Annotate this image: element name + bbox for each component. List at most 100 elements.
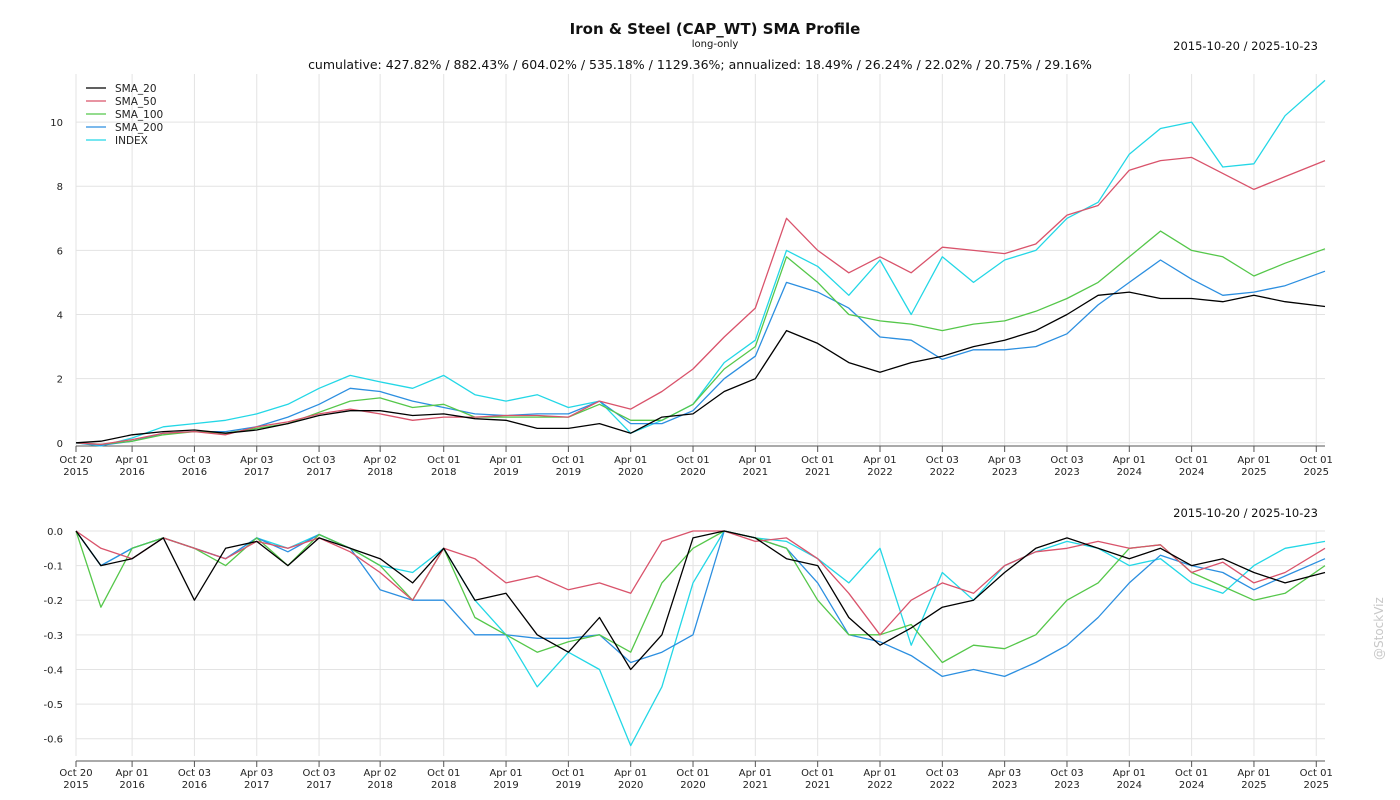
x-tick-year: 2025 xyxy=(1241,780,1266,791)
x-tick-label: Apr 01 xyxy=(863,768,896,779)
y-tick-label: 2 xyxy=(57,375,63,386)
x-tick-label: Apr 01 xyxy=(115,768,148,779)
x-tick-year: 2018 xyxy=(431,780,456,791)
legend-label: SMA_50 xyxy=(115,96,157,108)
x-tick-year: 2018 xyxy=(367,467,392,478)
x-tick-year: 2025 xyxy=(1304,467,1329,478)
x-tick-label: Oct 20 xyxy=(59,768,92,779)
x-tick-label: Oct 20 xyxy=(59,455,92,466)
series-line-sma-20 xyxy=(75,530,1326,671)
x-tick-label: Apr 01 xyxy=(1237,768,1270,779)
chart-subtitle: long-only xyxy=(691,39,739,50)
x-tick-year: 2025 xyxy=(1304,780,1329,791)
x-tick-label: Apr 03 xyxy=(240,768,273,779)
series-line-sma-100 xyxy=(75,530,1326,664)
series-line-sma-50 xyxy=(75,530,1326,636)
series-line-sma-20 xyxy=(75,291,1326,444)
date-range-bottom: 2015-10-20 / 2025-10-23 xyxy=(1173,506,1318,520)
x-tick-year: 2019 xyxy=(493,467,518,478)
performance-stats: cumulative: 427.82% / 882.43% / 604.02% … xyxy=(308,57,1092,72)
x-tick-year: 2016 xyxy=(119,780,144,791)
x-tick-year: 2019 xyxy=(493,780,518,791)
chart-title: Iron & Steel (CAP_WT) SMA Profile xyxy=(569,20,861,38)
x-tick-year: 2023 xyxy=(992,780,1017,791)
x-tick-year: 2020 xyxy=(680,780,705,791)
x-tick-label: Oct 03 xyxy=(926,768,959,779)
x-tick-label: Oct 01 xyxy=(427,768,460,779)
x-tick-year: 2024 xyxy=(1179,780,1204,791)
date-range-top: 2015-10-20 / 2025-10-23 xyxy=(1173,39,1318,53)
y-tick-label: 10 xyxy=(50,118,63,129)
y-tick-label: -0.1 xyxy=(43,562,63,573)
x-tick-label: Oct 01 xyxy=(552,455,585,466)
x-tick-year: 2019 xyxy=(556,780,581,791)
x-tick-label: Oct 03 xyxy=(302,768,335,779)
legend-label: SMA_200 xyxy=(115,122,163,134)
x-tick-year: 2022 xyxy=(930,780,955,791)
x-tick-year: 2021 xyxy=(805,780,830,791)
legend-label: SMA_20 xyxy=(115,83,157,95)
x-tick-year: 2021 xyxy=(805,467,830,478)
x-tick-label: Oct 01 xyxy=(801,455,834,466)
y-tick-label: -0.3 xyxy=(43,631,63,642)
x-tick-label: Apr 02 xyxy=(364,768,397,779)
x-tick-label: Oct 03 xyxy=(1050,455,1083,466)
x-tick-label: Oct 03 xyxy=(178,768,211,779)
x-tick-label: Oct 01 xyxy=(1175,455,1208,466)
series-line-sma-200 xyxy=(75,259,1326,447)
x-tick-year: 2024 xyxy=(1179,467,1204,478)
x-tick-label: Oct 01 xyxy=(552,768,585,779)
x-tick-label: Oct 03 xyxy=(302,455,335,466)
y-tick-label: -0.5 xyxy=(43,700,63,711)
x-tick-label: Apr 03 xyxy=(988,768,1021,779)
legend-label: INDEX xyxy=(115,135,148,147)
y-tick-label: -0.4 xyxy=(43,665,63,676)
x-tick-label: Apr 01 xyxy=(115,455,148,466)
x-tick-year: 2020 xyxy=(618,780,643,791)
legend-label: SMA_100 xyxy=(115,109,163,121)
series-line-sma-200 xyxy=(75,530,1326,678)
x-tick-label: Oct 01 xyxy=(1300,455,1333,466)
x-tick-year: 2025 xyxy=(1241,467,1266,478)
x-tick-label: Apr 01 xyxy=(739,455,772,466)
x-tick-year: 2018 xyxy=(431,467,456,478)
x-tick-year: 2022 xyxy=(867,780,892,791)
x-tick-label: Apr 01 xyxy=(1113,455,1146,466)
x-tick-label: Oct 03 xyxy=(1050,768,1083,779)
x-tick-label: Oct 01 xyxy=(1300,768,1333,779)
x-tick-label: Oct 01 xyxy=(427,455,460,466)
x-tick-year: 2021 xyxy=(743,780,768,791)
x-tick-year: 2024 xyxy=(1117,467,1142,478)
y-tick-label: 0.0 xyxy=(47,527,63,538)
x-tick-year: 2015 xyxy=(63,467,88,478)
y-tick-label: -0.6 xyxy=(43,735,63,746)
x-tick-year: 2021 xyxy=(743,467,768,478)
x-tick-label: Oct 01 xyxy=(801,768,834,779)
x-tick-year: 2017 xyxy=(306,467,331,478)
x-tick-year: 2016 xyxy=(182,780,207,791)
x-tick-year: 2024 xyxy=(1117,780,1142,791)
x-tick-year: 2020 xyxy=(680,467,705,478)
x-tick-year: 2015 xyxy=(63,780,88,791)
x-tick-label: Oct 01 xyxy=(676,455,709,466)
x-tick-label: Apr 03 xyxy=(988,455,1021,466)
x-tick-label: Apr 01 xyxy=(489,768,522,779)
x-tick-year: 2016 xyxy=(182,467,207,478)
series-line-index xyxy=(75,530,1326,747)
x-tick-year: 2020 xyxy=(618,467,643,478)
x-tick-label: Apr 01 xyxy=(614,455,647,466)
series-line-sma-50 xyxy=(75,156,1326,446)
y-tick-label: 8 xyxy=(57,182,63,193)
x-tick-label: Oct 03 xyxy=(178,455,211,466)
x-tick-label: Apr 03 xyxy=(240,455,273,466)
series-line-index xyxy=(75,79,1326,447)
x-tick-year: 2022 xyxy=(867,467,892,478)
x-tick-label: Apr 01 xyxy=(1113,768,1146,779)
x-tick-label: Apr 01 xyxy=(863,455,896,466)
x-tick-year: 2017 xyxy=(244,780,269,791)
x-tick-label: Apr 01 xyxy=(739,768,772,779)
